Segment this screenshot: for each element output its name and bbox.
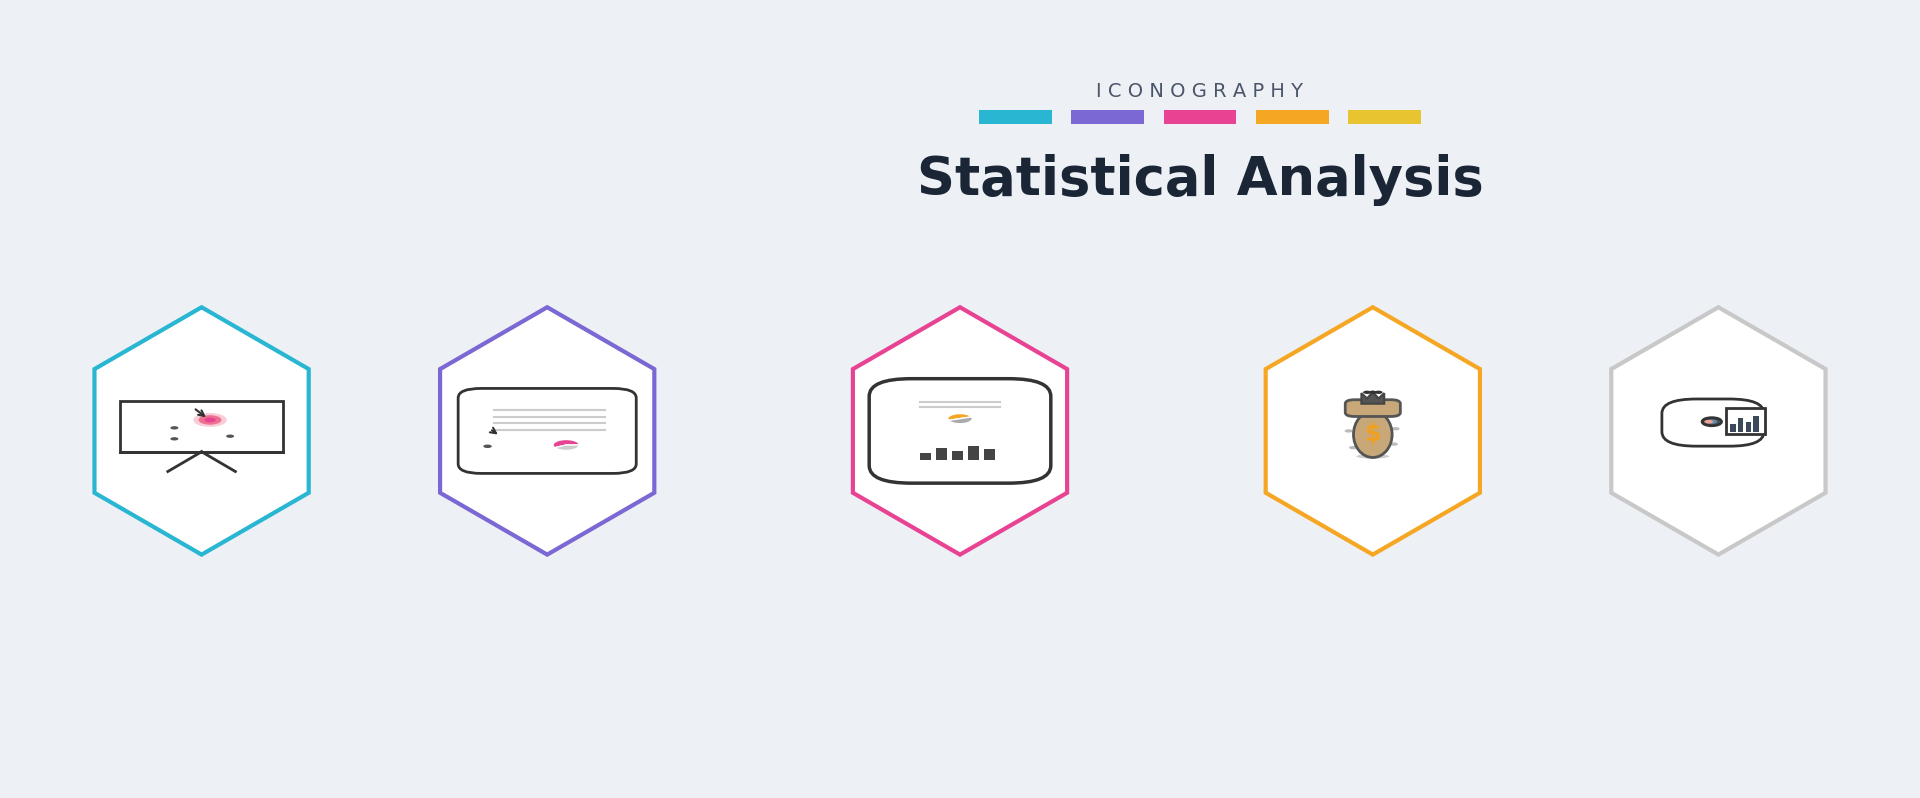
FancyBboxPatch shape: [1071, 110, 1144, 124]
Circle shape: [1703, 417, 1722, 425]
Circle shape: [1363, 391, 1371, 394]
FancyBboxPatch shape: [1346, 400, 1400, 417]
FancyBboxPatch shape: [968, 445, 979, 460]
Text: I C O N O G R A P H Y: I C O N O G R A P H Y: [1096, 82, 1304, 101]
FancyBboxPatch shape: [920, 453, 931, 460]
Wedge shape: [555, 445, 580, 450]
FancyBboxPatch shape: [935, 448, 947, 460]
Wedge shape: [948, 413, 972, 421]
Circle shape: [171, 426, 179, 429]
FancyBboxPatch shape: [1745, 422, 1751, 433]
Circle shape: [1688, 435, 1695, 438]
Text: Statistical Analysis: Statistical Analysis: [916, 153, 1484, 206]
FancyBboxPatch shape: [985, 449, 995, 460]
Circle shape: [204, 417, 215, 422]
Polygon shape: [440, 307, 655, 555]
Circle shape: [1344, 429, 1354, 433]
Circle shape: [1711, 411, 1718, 414]
FancyBboxPatch shape: [1164, 110, 1236, 124]
Circle shape: [1747, 427, 1755, 430]
Circle shape: [194, 413, 227, 427]
Circle shape: [227, 435, 234, 438]
Circle shape: [1392, 427, 1400, 430]
Circle shape: [1688, 426, 1695, 429]
Text: $: $: [1365, 422, 1380, 446]
FancyBboxPatch shape: [1726, 408, 1764, 434]
Polygon shape: [1361, 392, 1384, 404]
Circle shape: [1390, 442, 1398, 446]
FancyBboxPatch shape: [952, 452, 962, 460]
Polygon shape: [1611, 307, 1826, 555]
Circle shape: [1350, 446, 1357, 449]
Wedge shape: [948, 417, 972, 424]
FancyBboxPatch shape: [1256, 110, 1329, 124]
FancyBboxPatch shape: [1348, 110, 1421, 124]
FancyBboxPatch shape: [979, 110, 1052, 124]
Ellipse shape: [1356, 454, 1390, 459]
Circle shape: [1707, 420, 1716, 424]
Polygon shape: [94, 307, 309, 555]
FancyBboxPatch shape: [1738, 418, 1743, 433]
FancyBboxPatch shape: [1663, 399, 1764, 446]
Circle shape: [1705, 420, 1713, 424]
Circle shape: [1369, 391, 1377, 394]
Wedge shape: [553, 440, 580, 448]
Circle shape: [198, 415, 221, 425]
Circle shape: [1747, 437, 1755, 440]
Circle shape: [171, 437, 179, 440]
Polygon shape: [1265, 307, 1480, 555]
Circle shape: [1375, 391, 1382, 394]
Polygon shape: [852, 307, 1068, 555]
FancyBboxPatch shape: [1730, 424, 1736, 433]
Circle shape: [484, 444, 492, 448]
Ellipse shape: [1354, 412, 1392, 457]
FancyBboxPatch shape: [1753, 416, 1759, 433]
FancyBboxPatch shape: [870, 379, 1050, 483]
FancyBboxPatch shape: [459, 389, 636, 473]
FancyBboxPatch shape: [119, 401, 284, 452]
